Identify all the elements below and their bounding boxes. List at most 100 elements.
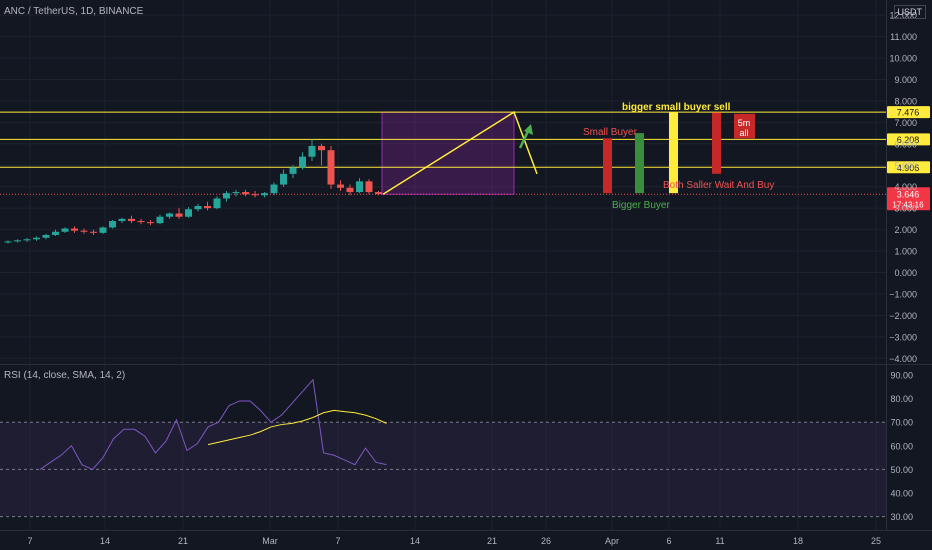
time-tick-label: Mar [262, 536, 278, 546]
candle-down [204, 206, 211, 209]
price-tick-label: −1.000 [889, 289, 917, 299]
price-tick-label: 1.000 [894, 247, 917, 257]
level-badge-label: 4.906 [897, 163, 920, 173]
candle-up [23, 239, 31, 241]
candle-down [80, 230, 88, 232]
price-tick-label: 9.000 [894, 75, 917, 85]
time-tick-label: 14 [410, 536, 420, 546]
price-tick-label: 7.000 [894, 118, 917, 128]
candle-up [99, 227, 107, 233]
candle-down [365, 181, 373, 193]
label-small-buyer: Small Buyer [583, 127, 638, 138]
current-price-value: 3.646 [897, 189, 920, 199]
candle-up [33, 237, 40, 240]
price-tick-label: 8.000 [894, 96, 917, 106]
price-tick-label: 5.000 [894, 161, 917, 171]
candle-down [337, 184, 344, 188]
price-tick-label: 3.000 [894, 204, 917, 214]
candle-up [118, 218, 126, 222]
candle-up [52, 231, 59, 235]
label-both-saller: Both Saller Wait And Buy [663, 180, 774, 191]
up-arrow-head [524, 124, 533, 135]
candle-up [194, 206, 202, 210]
time-tick-label: 26 [541, 536, 551, 546]
bigger-buyer-bar [635, 133, 644, 194]
drawings[interactable]: bigger small buyer sell Small Buyer Bigger… [382, 102, 774, 211]
rsi-band [0, 421, 886, 518]
price-tick-label: 4.000 [894, 182, 917, 192]
candle-down [137, 221, 145, 223]
price-tick-label: 12.000 [889, 11, 917, 21]
price-tick-label: 10.000 [889, 54, 917, 64]
level-badge [887, 106, 930, 119]
time-tick-label: 11 [715, 536, 724, 546]
time-tick-label: 21 [487, 536, 497, 546]
candle-down [175, 213, 183, 217]
price-tick-label: 11.000 [890, 32, 917, 42]
label-bigger-small-buyer-sell: bigger small buyer sell [622, 102, 731, 113]
level-badge [887, 133, 930, 146]
candle-down [242, 192, 249, 195]
candle-down [318, 145, 325, 151]
candle-down [71, 228, 78, 231]
candle-up [232, 192, 240, 194]
red-bar-right [712, 112, 721, 174]
level-badge-label: 7.476 [897, 108, 920, 118]
price-tick-label: 2.000 [894, 225, 917, 235]
candle-up [14, 240, 21, 242]
label-all: all [739, 128, 748, 138]
time-tick-label: 21 [178, 536, 188, 546]
rsi-tick-label: 50.00 [890, 465, 913, 475]
candle-up [156, 216, 164, 224]
level-badge [887, 161, 930, 174]
price-tick-label: −3.000 [889, 332, 917, 342]
candle-up [223, 193, 230, 199]
currency-badge[interactable]: USDT [893, 5, 926, 19]
candle-down [375, 192, 382, 195]
candle-up [42, 234, 50, 238]
time-tick-label: 18 [793, 536, 803, 546]
candle-up [289, 167, 297, 174]
rsi-tick-label: 40.00 [890, 489, 913, 499]
price-tick-label: 6.000 [894, 139, 917, 149]
rsi-tick-label: 80.00 [890, 394, 913, 404]
candle-up [356, 181, 363, 193]
level-badge-label: 6.208 [897, 135, 920, 145]
rsi-tick-label: 70.00 [890, 418, 913, 428]
label-bigger-buyer: Bigger Buyer [612, 200, 670, 211]
candle-down [147, 222, 154, 224]
candle-down [128, 218, 135, 222]
rsi-title[interactable]: RSI (14, close, SMA, 14, 2) [4, 370, 126, 381]
rsi-tick-label: 60.00 [890, 441, 913, 451]
time-tick-label: 7 [27, 536, 32, 546]
price-tick-label: −2.000 [889, 311, 917, 321]
candle-up [280, 173, 287, 185]
candle-up [213, 198, 221, 209]
rsi-tick-label: 90.00 [890, 371, 913, 381]
time-tick-label: 25 [871, 536, 881, 546]
yellow-bar [669, 112, 678, 194]
candles [4, 139, 382, 244]
symbol-title[interactable]: ANC / TetherUS, 1D, BINANCE [4, 6, 144, 17]
countdown-timer: 17:43:16 [892, 200, 924, 209]
candle-down [251, 194, 259, 196]
trend-line [382, 111, 538, 195]
small-buyer-bar [603, 138, 612, 194]
candle-up [109, 221, 116, 228]
rsi-ma-line [207, 409, 387, 446]
candle-up [270, 184, 278, 194]
grid [0, 0, 886, 530]
candle-down [346, 187, 354, 193]
rsi-lines [39, 378, 387, 471]
candle-down [90, 231, 97, 233]
price-tick-label: 0.000 [894, 268, 917, 278]
candle-down [327, 150, 335, 185]
box-5m [734, 113, 755, 139]
price-tick-label: −4.000 [889, 354, 917, 364]
candle-up [299, 156, 306, 168]
time-tick-label: 14 [100, 536, 110, 546]
time-tick-label: Apr [605, 536, 619, 546]
